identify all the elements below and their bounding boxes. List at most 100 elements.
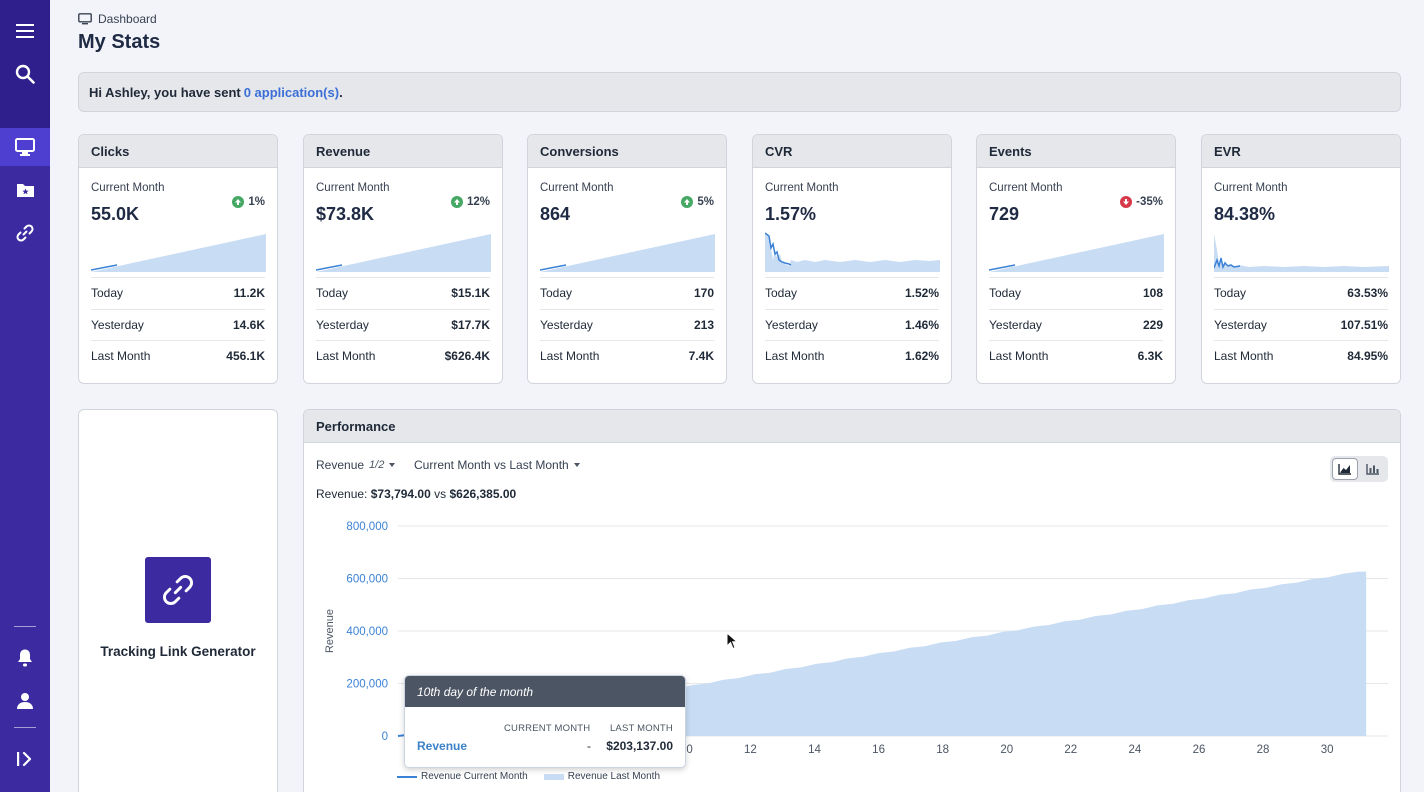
delta-value: 1% (248, 196, 265, 208)
stat-card-revenue: Revenue Current Month $73.8K 12% Today $1… (303, 134, 503, 384)
page-title: My Stats (78, 31, 161, 53)
link-icon (163, 575, 193, 605)
x-tick-label: 30 (1321, 744, 1334, 756)
tooltip-title: 10th day of the month (405, 676, 685, 707)
y-tick-label: 800,000 (346, 521, 388, 533)
breadcrumb-label[interactable]: Dashboard (98, 12, 157, 26)
legend-area-swatch (543, 773, 564, 780)
stat-row-last-month: Last Month 1.62% (765, 340, 939, 371)
arrow-up-icon (450, 196, 463, 208)
stat-row-today: Today 108 (989, 277, 1163, 308)
compare-select[interactable]: Current Month vs Last Month (414, 458, 580, 472)
notifications-button[interactable] (0, 639, 50, 677)
sparkline (989, 234, 1164, 272)
arrow-up-icon (232, 196, 245, 208)
delta-badge: -35% (1120, 196, 1163, 208)
summary-vs: vs (434, 487, 447, 501)
period-label: Current Month (316, 182, 390, 194)
sparkline (540, 234, 715, 272)
stat-row-yesterday: Yesterday $17.7K (316, 309, 490, 340)
stat-row-last-month: Last Month 6.3K (989, 340, 1163, 371)
revenue-summary: Revenue: $73,794.00 vs $626,385.00 (316, 487, 516, 501)
tooltip-col-current: CURRENT MONTH (504, 723, 591, 734)
tooltip-current-value: - (587, 739, 591, 753)
sparkline (1214, 234, 1389, 272)
delta-value: 5% (697, 196, 714, 208)
x-tick-label: 12 (744, 744, 757, 756)
menu-icon (16, 24, 34, 38)
row-value: 108 (1142, 286, 1163, 300)
sidebar (0, 0, 50, 792)
monitor-icon (78, 13, 92, 25)
x-tick-label: 18 (936, 744, 949, 756)
area-chart-toggle[interactable] (1332, 458, 1358, 480)
period-label: Current Month (540, 182, 614, 194)
stat-value: 1.57% (765, 204, 817, 224)
row-value: 213 (693, 318, 714, 332)
applications-link[interactable]: 0 application(s) (243, 84, 340, 100)
stat-row-yesterday: Yesterday 1.46% (765, 309, 939, 340)
user-icon (17, 693, 33, 709)
sidebar-item-dashboard[interactable] (0, 128, 50, 166)
tracking-link-button[interactable] (145, 557, 211, 623)
row-label: Last Month (765, 349, 825, 363)
bell-icon (18, 649, 32, 667)
mouse-cursor-icon (726, 632, 738, 650)
x-tick-label: 20 (1000, 744, 1013, 756)
row-value: 229 (1142, 318, 1163, 332)
greeting-suffix: . (339, 84, 343, 100)
y-axis-label: Revenue (324, 609, 336, 653)
sidebar-item-offers[interactable] (0, 171, 50, 209)
row-label: Last Month (91, 349, 151, 363)
legend-item-current[interactable]: Revenue Current Month (397, 771, 528, 782)
x-tick-label: 16 (872, 744, 885, 756)
stat-card-clicks: Clicks Current Month 55.0K 1% Today 11.2K… (78, 134, 278, 384)
row-label: Yesterday (1214, 318, 1267, 332)
summary-label: Revenue: (316, 487, 368, 501)
row-label: Yesterday (91, 318, 144, 332)
period-label: Current Month (1214, 182, 1288, 194)
delta-badge: 5% (681, 196, 714, 208)
delta-value: -35% (1136, 196, 1163, 208)
sidebar-diagonal (0, 90, 50, 130)
sidebar-divider (14, 626, 36, 627)
row-value: 1.62% (904, 349, 939, 363)
sidebar-item-links[interactable] (0, 214, 50, 252)
stat-row-last-month: Last Month $626.4K (316, 340, 490, 371)
expand-sidebar-button[interactable] (0, 740, 50, 778)
stat-row-today: Today 11.2K (91, 277, 265, 308)
stat-card-conversions: Conversions Current Month 864 5% Today 17… (527, 134, 727, 384)
stat-row-yesterday: Yesterday 213 (540, 309, 714, 340)
row-label: Today (540, 286, 573, 300)
stat-row-today: Today 63.53% (1214, 277, 1388, 308)
tracking-link-label[interactable]: Tracking Link Generator (100, 644, 256, 659)
legend-item-last[interactable]: Revenue Last Month (543, 771, 660, 782)
bar-chart-toggle[interactable] (1360, 458, 1386, 480)
sparkline (91, 234, 266, 272)
x-tick-label: 28 (1257, 744, 1270, 756)
row-label: Last Month (989, 349, 1049, 363)
area-chart-icon (1338, 464, 1351, 475)
search-button[interactable] (0, 55, 50, 93)
card-title: Events (977, 135, 1175, 168)
x-tick-label: 24 (1128, 744, 1141, 756)
stat-row-yesterday: Yesterday 229 (989, 309, 1163, 340)
stat-value: 864 (540, 204, 571, 224)
row-label: Yesterday (316, 318, 369, 332)
stat-row-last-month: Last Month 456.1K (91, 340, 265, 371)
row-value: 1.46% (904, 318, 939, 332)
metric-select[interactable]: Revenue 1/2 (316, 458, 396, 472)
tracking-link-generator-card[interactable]: Tracking Link Generator (78, 409, 278, 792)
profile-button[interactable] (0, 682, 50, 720)
sparkline (316, 234, 491, 272)
row-label: Today (765, 286, 798, 300)
stat-row-yesterday: Yesterday 14.6K (91, 309, 265, 340)
card-title: CVR (753, 135, 951, 168)
row-label: Today (1214, 286, 1247, 300)
chart-legend: Revenue Current Month Revenue Last Month (397, 771, 660, 782)
menu-button[interactable] (0, 12, 50, 50)
stat-row-today: Today 170 (540, 277, 714, 308)
arrow-down-icon (1120, 196, 1133, 208)
x-tick-label: 14 (808, 744, 821, 756)
